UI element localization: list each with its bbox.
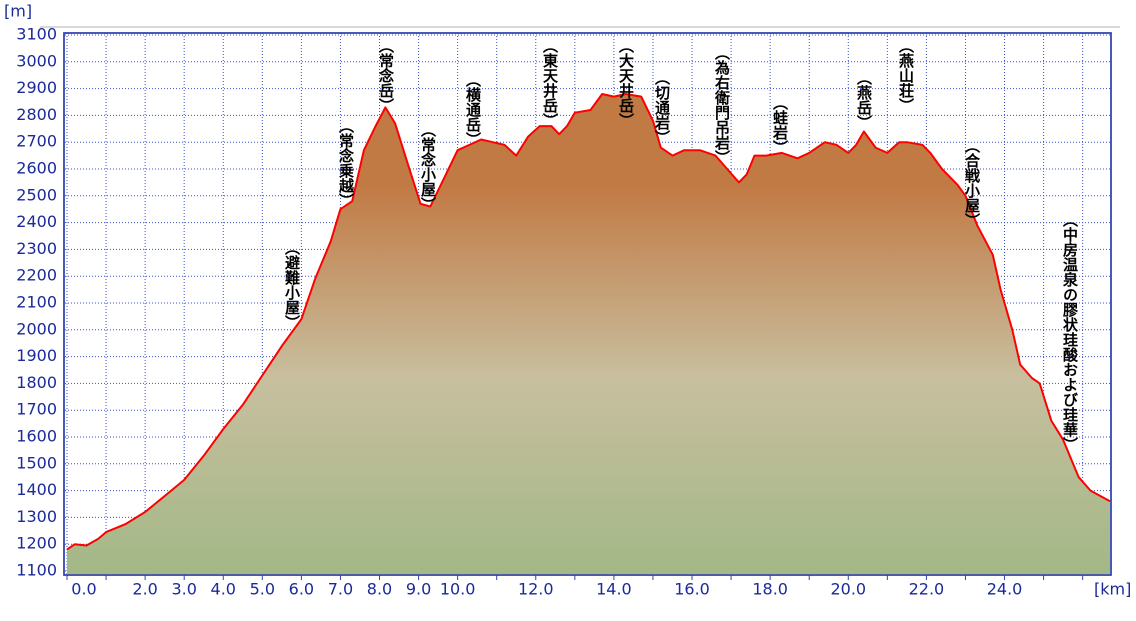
y-tick-label: 1600 (16, 427, 57, 446)
y-tick-label: 1400 (16, 480, 57, 499)
x-axis-label: [km] (1094, 580, 1131, 599)
elevation-area (67, 94, 1110, 575)
annotation: （合戦小屋） (963, 138, 981, 228)
x-tick-label: 9.0 (406, 580, 431, 599)
elevation-line (66, 93, 1111, 551)
x-tick-label: 24.0 (987, 580, 1023, 599)
annotation: （燕山荘） (897, 38, 915, 113)
x-tick-label: 6.0 (289, 580, 314, 599)
annotation: （常念岳） (377, 38, 395, 113)
y-tick-label: 3000 (16, 51, 57, 70)
y-tick-label: 2600 (16, 159, 57, 178)
y-tick-label: 1100 (16, 561, 57, 580)
annotation: （常念乗越） (337, 118, 355, 208)
y-tick-label: 1500 (16, 453, 57, 472)
plot-border (63, 32, 1112, 576)
y-tick-label: 3100 (16, 25, 57, 44)
x-tick-label: 5.0 (250, 580, 275, 599)
y-tick-label: 2300 (16, 239, 57, 258)
annotation: （燕岳） (855, 70, 873, 130)
y-tick-label: 2100 (16, 293, 57, 312)
y-tick-label: 1300 (16, 507, 57, 526)
x-tick-label: 10.0 (440, 580, 476, 599)
x-tick-label: 22.0 (909, 580, 945, 599)
annotation: （常念小屋） (419, 122, 437, 212)
annotation: （大天井岳） (617, 38, 635, 128)
x-tick-label: 2.0 (132, 580, 157, 599)
annotation: （東天井岳） (541, 38, 559, 128)
annotation: （蛙岩） (771, 95, 789, 155)
y-tick-label: 2900 (16, 78, 57, 97)
x-tick-label: 12.0 (518, 580, 554, 599)
y-tick-label: 2200 (16, 266, 57, 285)
annotation: （切通岩） (653, 70, 671, 145)
x-tick-label: 8.0 (367, 580, 392, 599)
y-tick-label: 1900 (16, 346, 57, 365)
y-tick-label: 2700 (16, 132, 57, 151)
x-tick-label: 20.0 (830, 580, 866, 599)
y-tick-label: 2800 (16, 105, 57, 124)
y-tick-label: 2000 (16, 319, 57, 338)
x-tick-label: 16.0 (674, 580, 710, 599)
y-tick-label: 2500 (16, 185, 57, 204)
y-tick-label: 2400 (16, 212, 57, 231)
x-tick-label: 18.0 (752, 580, 788, 599)
y-tick-label: 1200 (16, 534, 57, 553)
annotation: （避難小屋） (283, 240, 301, 330)
annotation: （横通岳） (464, 72, 482, 147)
y-tick-label: 1700 (16, 400, 57, 419)
x-tick-label: 4.0 (211, 580, 236, 599)
y-axis-label: [m] (4, 2, 32, 21)
annotation: （中房温泉の膠状珪酸および珪華） (1061, 212, 1079, 452)
x-tick-label: 7.0 (328, 580, 353, 599)
x-tick-label: 0.0 (71, 580, 96, 599)
y-tick-label: 1800 (16, 373, 57, 392)
x-tick-label: 14.0 (596, 580, 632, 599)
annotation: （為右衛門吊岩） (713, 45, 731, 165)
x-tick-label: 3.0 (171, 580, 196, 599)
